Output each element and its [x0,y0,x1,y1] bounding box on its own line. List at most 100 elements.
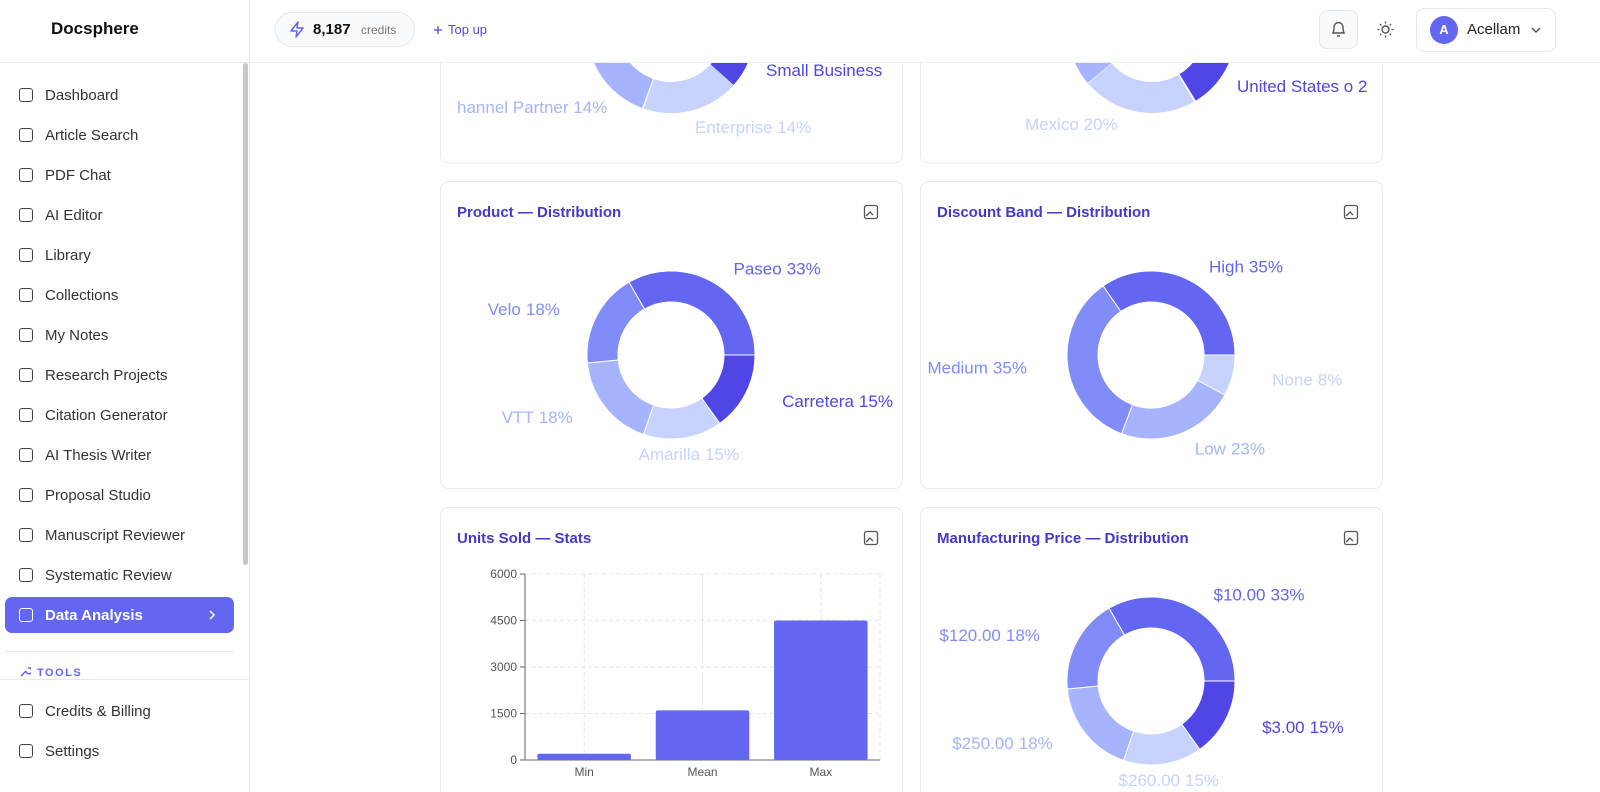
nav-item[interactable]: PDF Chat [5,157,234,193]
nav-icon [19,608,33,622]
slice-value: 35% [993,358,1027,377]
slice-label: None 8% [1272,371,1342,390]
section-label: TOOLS [37,667,83,679]
slice-value: 18% [1006,626,1040,645]
nav-icon [19,248,33,262]
brand[interactable]: Docsphere [51,19,139,38]
scrollbar[interactable] [243,63,248,565]
slice-category: Medium [927,358,987,377]
nav-item[interactable]: AI Thesis Writer [5,437,234,473]
slice-value: 18% [539,408,573,427]
image-icon [1343,204,1359,220]
slice-category: None [1272,371,1313,390]
download-image-button[interactable] [1343,204,1359,220]
nav-icon [19,568,33,582]
nav-icon [19,288,33,302]
nav-item[interactable]: Collections [5,277,234,313]
topbar: 8,187 credits Top up A Acellam [250,0,1600,63]
slice-category: $3.00 [1262,718,1305,737]
top-up-button[interactable]: Top up [448,22,488,37]
nav-label: Research Projects [45,366,168,384]
nav-label: Data Analysis [45,606,143,624]
nav-item[interactable]: Systematic Review [5,557,234,593]
slice-category: Low [1195,440,1227,459]
nav-item[interactable]: Manuscript Reviewer [5,517,234,553]
bar [655,710,750,760]
nav-label: Manuscript Reviewer [45,526,186,544]
slice-category: High [1209,257,1244,276]
credits-count: 8,187 [313,21,351,38]
nav-item[interactable]: Research Projects [5,357,234,393]
donut-slice [628,270,756,356]
slice-label: $3.00 15% [1262,718,1344,737]
credits-pill[interactable] [275,12,415,47]
nav-item[interactable]: Dashboard [5,77,234,113]
download-image-button[interactable] [863,204,879,220]
user-name: Acellam [1467,21,1521,38]
nav-item[interactable]: Data Analysis [5,597,234,633]
nav-item[interactable]: Library [5,237,234,273]
x-tick-label: Max [809,765,832,779]
nav-item[interactable]: Proposal Studio [5,477,234,513]
x-tick-label: Min [574,765,593,779]
nav-icon [19,208,33,222]
slice-category: $260.00 [1119,771,1180,790]
image-icon [1345,208,1354,217]
slice-label: Paseo 33% [734,259,821,278]
y-tick-label: 1500 [490,707,517,721]
slice-category: Paseo [734,259,782,278]
nav-item[interactable]: My Notes [5,317,234,353]
chevron-icon [209,610,216,620]
credits-unit: credits [361,23,397,37]
slice-value: 18% [1019,734,1053,753]
slice-label: Low 23% [1195,440,1265,459]
nav-icon [19,368,33,382]
slice-value: 8% [1318,371,1343,390]
slice-label: Velo 18% [488,300,560,319]
bar [537,753,631,760]
chart-card: Manufacturing Price — Distribution $10.00… [920,507,1383,792]
user-menu[interactable]: A Acellam [1416,8,1556,52]
chart-title: Manufacturing Price — Distribution [937,530,1189,547]
divider [0,62,249,63]
theme-toggle[interactable] [1377,21,1394,38]
nav-item[interactable]: Citation Generator [5,397,234,433]
slice-value: 15% [705,445,739,464]
chart-title: Units Sold — Stats [457,530,591,547]
nav-item[interactable]: AI Editor [5,197,234,233]
download-image-button[interactable] [1343,530,1359,546]
nav-label: Dashboard [45,86,119,104]
bar [774,620,868,760]
nav-label: AI Editor [45,206,103,224]
content: Small Business hannel Partner 14% Enterp… [440,0,1383,792]
slice-category: Carretera [782,392,854,411]
y-tick-label: 0 [510,753,517,767]
nav-icon [19,408,33,422]
nav-label: Article Search [45,126,139,144]
nav-item[interactable]: Article Search [5,117,234,153]
slice-label: Enterprise 14% [695,118,811,137]
nav-icon [19,128,33,142]
download-image-button[interactable] [863,530,879,546]
slice-label: United States o 2 [1237,77,1367,96]
nav-icon [19,448,33,462]
slice-category: $120.00 [939,626,1000,645]
nav-label: Proposal Studio [45,486,151,504]
bolt-icon [290,21,304,38]
slice-label: Medium 35% [927,358,1027,377]
nav-item[interactable]: Credits & Billing [5,693,234,729]
wrench-icon [20,667,31,677]
nav-label: PDF Chat [45,166,111,184]
slice-label: hannel Partner 14% [457,98,607,117]
slice-label: Carretera 15% [782,392,893,411]
nav-icon [19,88,33,102]
divider [5,651,234,652]
slice-label: $120.00 18% [939,626,1039,645]
chevron-icon [1531,27,1541,33]
y-tick-label: 4500 [490,614,517,628]
slice-value: 18% [526,300,560,319]
nav-item[interactable]: Settings [5,733,234,769]
chart-card: Discount Band — Distribution High 35% None 8… [920,181,1383,489]
notifications-button[interactable] [1319,10,1358,49]
